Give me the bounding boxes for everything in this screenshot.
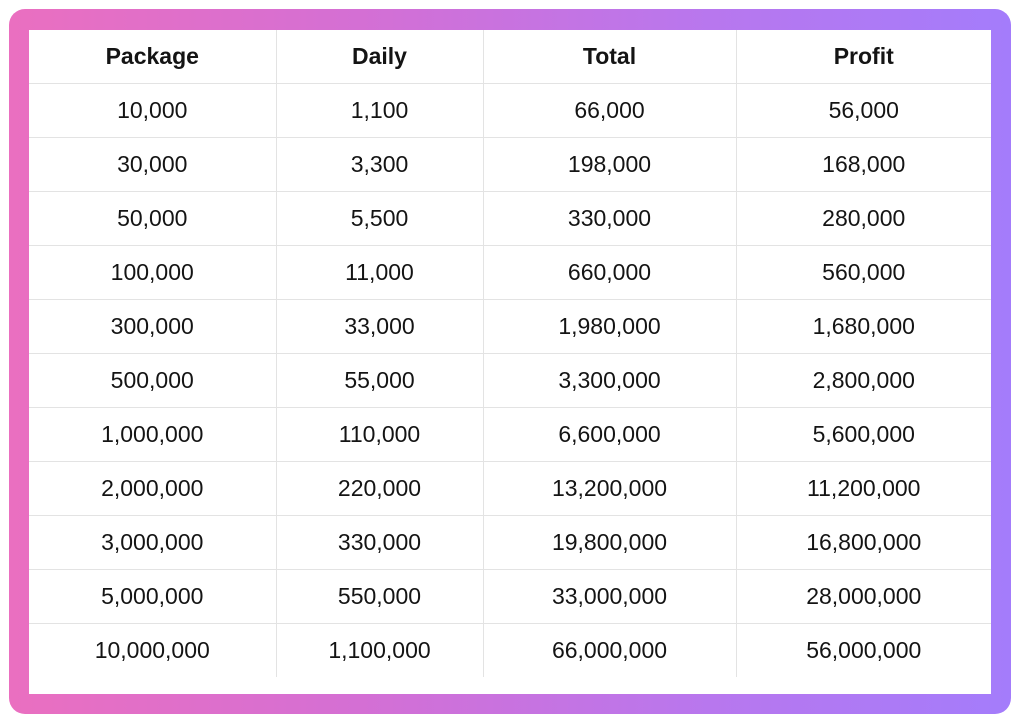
table-row: 1,000,000 110,000 6,600,000 5,600,000: [29, 407, 991, 462]
table-row: 30,000 3,300 198,000 168,000: [29, 137, 991, 192]
package-profit-table: Package Daily Total Profit 10,000 1,100 …: [29, 30, 991, 677]
cell-total: 198,000: [482, 137, 737, 192]
cell-profit: 56,000,000: [735, 623, 991, 677]
header-row: Package Daily Total Profit: [29, 30, 991, 84]
cell-profit: 28,000,000: [735, 569, 991, 624]
table-row: 5,000,000 550,000 33,000,000 28,000,000: [29, 569, 991, 624]
table-row: 10,000,000 1,100,000 66,000,000 56,000,0…: [29, 623, 991, 677]
cell-total: 19,800,000: [482, 515, 737, 570]
header-package: Package: [29, 30, 277, 84]
cell-profit: 56,000: [735, 83, 991, 138]
cell-daily: 3,300: [275, 137, 484, 192]
cell-package: 10,000: [29, 83, 277, 138]
cell-total: 13,200,000: [482, 461, 737, 516]
cell-daily: 550,000: [275, 569, 484, 624]
table-row: 2,000,000 220,000 13,200,000 11,200,000: [29, 461, 991, 516]
cell-profit: 280,000: [735, 191, 991, 246]
cell-profit: 168,000: [735, 137, 991, 192]
cell-daily: 1,100: [275, 83, 484, 138]
header-daily: Daily: [275, 30, 484, 84]
cell-total: 660,000: [482, 245, 737, 300]
cell-daily: 330,000: [275, 515, 484, 570]
table-row: 10,000 1,100 66,000 56,000: [29, 83, 991, 138]
cell-package: 30,000: [29, 137, 277, 192]
cell-package: 2,000,000: [29, 461, 277, 516]
cell-daily: 33,000: [275, 299, 484, 354]
cell-profit: 2,800,000: [735, 353, 991, 408]
gradient-frame: Package Daily Total Profit 10,000 1,100 …: [9, 9, 1011, 714]
cell-daily: 5,500: [275, 191, 484, 246]
cell-package: 10,000,000: [29, 623, 277, 677]
cell-daily: 55,000: [275, 353, 484, 408]
cell-daily: 11,000: [275, 245, 484, 300]
cell-profit: 560,000: [735, 245, 991, 300]
cell-daily: 220,000: [275, 461, 484, 516]
cell-total: 3,300,000: [482, 353, 737, 408]
table-row: 500,000 55,000 3,300,000 2,800,000: [29, 353, 991, 408]
cell-total: 33,000,000: [482, 569, 737, 624]
cell-profit: 11,200,000: [735, 461, 991, 516]
header-total: Total: [482, 30, 737, 84]
cell-package: 1,000,000: [29, 407, 277, 462]
cell-daily: 1,100,000: [275, 623, 484, 677]
table-body: 10,000 1,100 66,000 56,000 30,000 3,300 …: [29, 83, 991, 677]
cell-total: 66,000,000: [482, 623, 737, 677]
cell-package: 3,000,000: [29, 515, 277, 570]
table-container: Package Daily Total Profit 10,000 1,100 …: [29, 30, 991, 694]
cell-total: 66,000: [482, 83, 737, 138]
cell-total: 6,600,000: [482, 407, 737, 462]
cell-profit: 1,680,000: [735, 299, 991, 354]
cell-total: 1,980,000: [482, 299, 737, 354]
cell-package: 50,000: [29, 191, 277, 246]
table-row: 3,000,000 330,000 19,800,000 16,800,000: [29, 515, 991, 570]
cell-package: 500,000: [29, 353, 277, 408]
cell-daily: 110,000: [275, 407, 484, 462]
cell-profit: 16,800,000: [735, 515, 991, 570]
cell-package: 5,000,000: [29, 569, 277, 624]
table-row: 300,000 33,000 1,980,000 1,680,000: [29, 299, 991, 354]
header-profit: Profit: [735, 30, 991, 84]
cell-package: 100,000: [29, 245, 277, 300]
cell-profit: 5,600,000: [735, 407, 991, 462]
cell-package: 300,000: [29, 299, 277, 354]
table-row: 50,000 5,500 330,000 280,000: [29, 191, 991, 246]
table-row: 100,000 11,000 660,000 560,000: [29, 245, 991, 300]
cell-total: 330,000: [482, 191, 737, 246]
